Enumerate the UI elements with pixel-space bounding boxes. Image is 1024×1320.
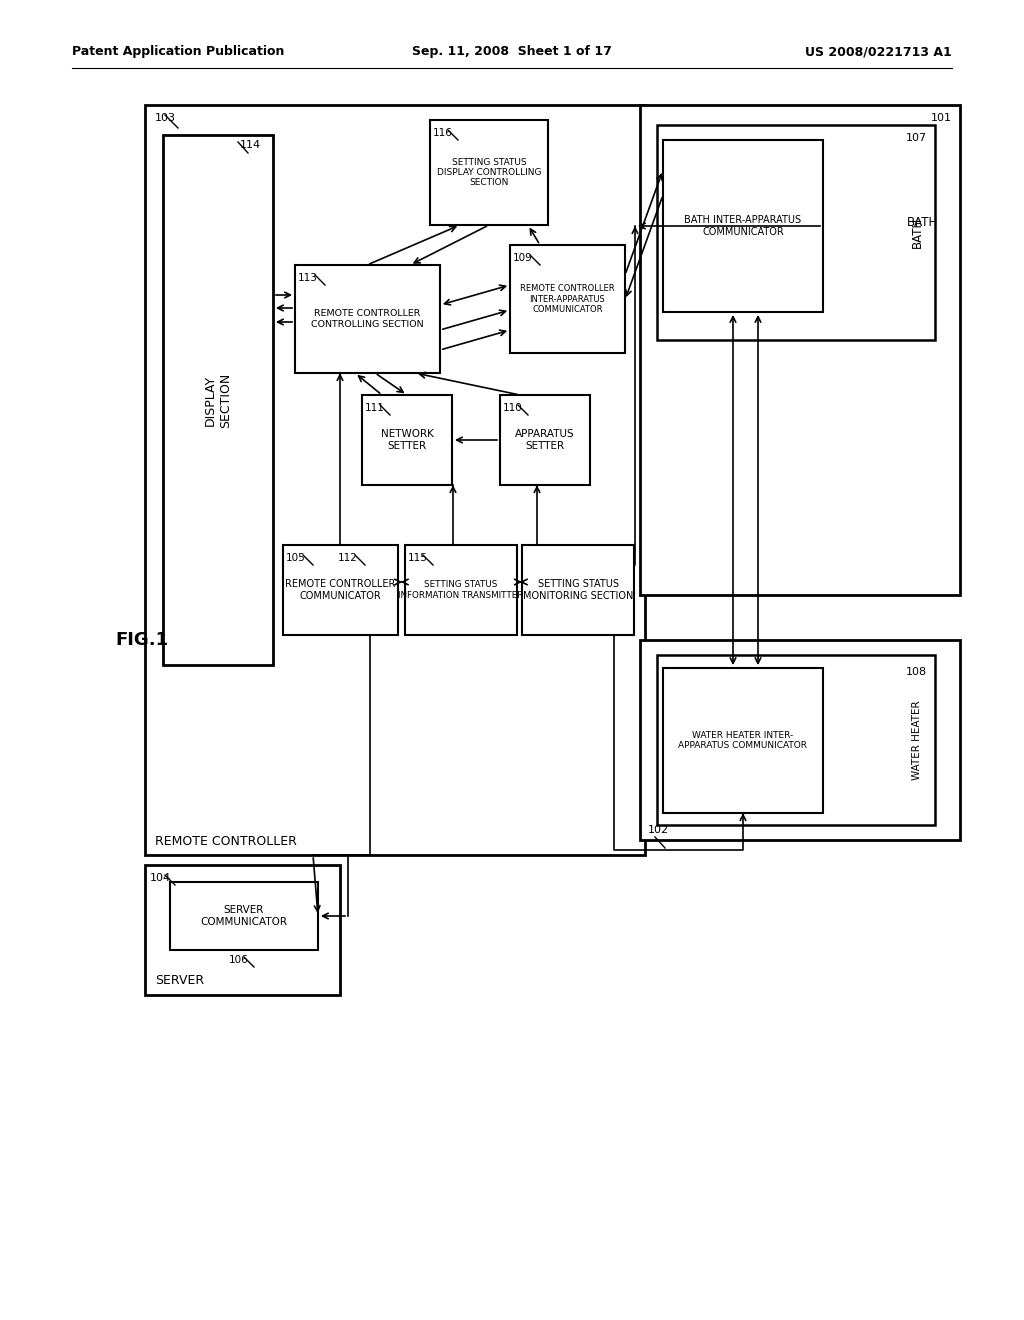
Bar (640, 106, 961, 595)
Text: 103: 103 (155, 114, 176, 123)
Text: 109: 109 (513, 253, 532, 263)
Text: 101: 101 (931, 114, 952, 123)
Text: 112: 112 (338, 553, 357, 564)
Text: FIG.1: FIG.1 (115, 631, 168, 649)
Text: 102: 102 (648, 825, 669, 836)
Bar (406, 545, 517, 635)
Text: SETTING STATUS
INFORMATION TRANSMITTER: SETTING STATUS INFORMATION TRANSMITTER (398, 581, 523, 599)
Text: BATH: BATH (907, 215, 939, 228)
Bar (145, 865, 340, 995)
Bar (657, 655, 935, 825)
Bar (283, 545, 398, 635)
Text: 108: 108 (906, 667, 927, 677)
Bar (163, 135, 273, 665)
Bar (522, 545, 634, 635)
Text: SETTING STATUS
DISPLAY CONTROLLING
SECTION: SETTING STATUS DISPLAY CONTROLLING SECTI… (437, 157, 542, 187)
Text: SERVER: SERVER (155, 974, 204, 987)
Text: 114: 114 (240, 140, 261, 150)
Text: 116: 116 (433, 128, 453, 139)
Bar (430, 120, 548, 224)
Bar (663, 140, 823, 312)
Text: REMOTE CONTROLLER
CONTROLLING SECTION: REMOTE CONTROLLER CONTROLLING SECTION (311, 309, 424, 329)
Bar (170, 882, 318, 950)
Text: DISPLAY
SECTION: DISPLAY SECTION (204, 372, 232, 428)
Text: 111: 111 (365, 403, 385, 413)
Bar (362, 395, 452, 484)
Text: Sep. 11, 2008  Sheet 1 of 17: Sep. 11, 2008 Sheet 1 of 17 (412, 45, 612, 58)
Text: REMOTE CONTROLLER
COMMUNICATOR: REMOTE CONTROLLER COMMUNICATOR (286, 579, 395, 601)
Text: APPARATUS
SETTER: APPARATUS SETTER (515, 429, 574, 451)
Bar (510, 246, 625, 352)
Text: BATH INTER-APPARATUS
COMMUNICATOR: BATH INTER-APPARATUS COMMUNICATOR (684, 215, 802, 236)
Text: 110: 110 (503, 403, 522, 413)
Text: WATER HEATER INTER-
APPARATUS COMMUNICATOR: WATER HEATER INTER- APPARATUS COMMUNICAT… (679, 731, 808, 750)
Text: WATER HEATER: WATER HEATER (912, 700, 922, 780)
Text: BATH: BATH (910, 216, 924, 248)
Text: 113: 113 (298, 273, 317, 282)
Bar (657, 125, 935, 341)
Text: SERVER
COMMUNICATOR: SERVER COMMUNICATOR (201, 906, 288, 927)
Text: 105: 105 (286, 553, 306, 564)
Bar (663, 668, 823, 813)
Text: 115: 115 (408, 553, 428, 564)
Text: 106: 106 (229, 954, 249, 965)
Bar (145, 106, 645, 855)
Text: US 2008/0221713 A1: US 2008/0221713 A1 (805, 45, 952, 58)
Text: 107: 107 (906, 133, 927, 143)
Bar (500, 395, 590, 484)
Bar (295, 265, 440, 374)
Text: REMOTE CONTROLLER
INTER-APPARATUS
COMMUNICATOR: REMOTE CONTROLLER INTER-APPARATUS COMMUN… (520, 284, 614, 314)
Bar (640, 640, 961, 840)
Text: 104: 104 (150, 873, 171, 883)
Text: SETTING STATUS
MONITORING SECTION: SETTING STATUS MONITORING SECTION (523, 579, 633, 601)
Text: REMOTE CONTROLLER: REMOTE CONTROLLER (155, 836, 297, 847)
Text: Patent Application Publication: Patent Application Publication (72, 45, 285, 58)
Text: NETWORK
SETTER: NETWORK SETTER (381, 429, 433, 451)
